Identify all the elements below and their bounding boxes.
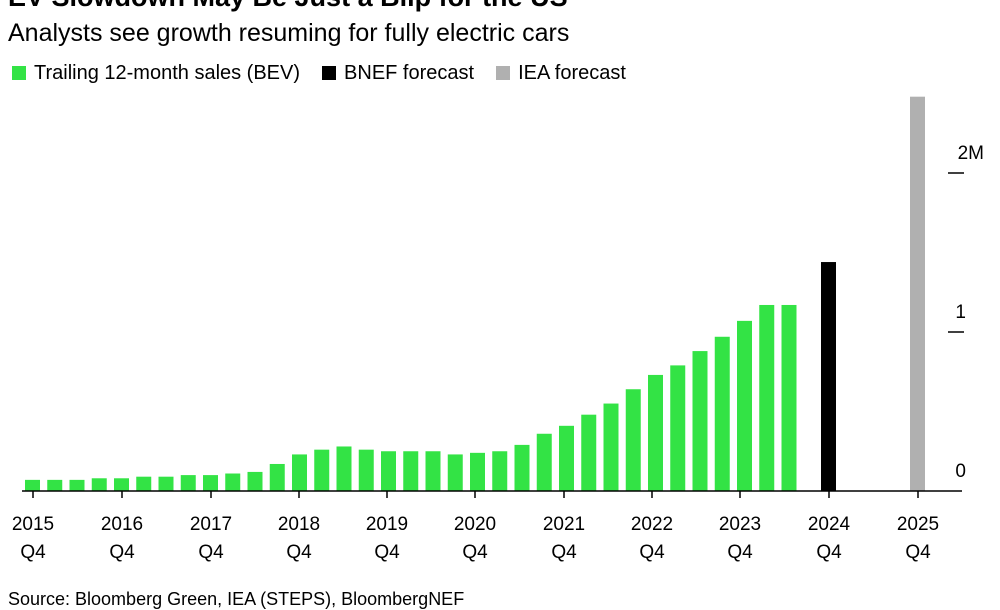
x-tick-label-quarter-8: Q4 xyxy=(727,542,753,563)
bar-iea-forecast xyxy=(910,96,925,492)
x-tick-label-quarter-4: Q4 xyxy=(374,542,400,563)
bar-bev-5 xyxy=(136,476,152,491)
y-tick-label-1: 1 xyxy=(955,302,966,323)
bar-bev-20 xyxy=(470,452,485,491)
bar-bev-29 xyxy=(670,365,686,491)
bar-bev-3 xyxy=(91,478,107,491)
bar-bev-1 xyxy=(47,479,63,491)
y-tick-label-2: 2M xyxy=(958,143,984,164)
bar-bev-9 xyxy=(225,473,241,491)
x-tick-label-year-10: 2025 xyxy=(897,514,939,535)
bar-bev-28 xyxy=(648,374,663,491)
bar-bev-11 xyxy=(269,463,285,491)
bar-bev-14 xyxy=(336,446,352,491)
legend-swatch-bev xyxy=(12,66,26,80)
x-tick-label-quarter-7: Q4 xyxy=(639,542,665,563)
bar-bev-6 xyxy=(158,476,174,491)
legend-label-bnef: BNEF forecast xyxy=(344,62,475,84)
x-tick-label-quarter-2: Q4 xyxy=(198,542,224,563)
x-tick-label-quarter-1: Q4 xyxy=(109,542,135,563)
x-tick-label-year-8: 2023 xyxy=(719,514,761,535)
bar-bnef-forecast xyxy=(821,262,836,491)
bar-bev-15 xyxy=(358,449,374,491)
bar-bev-33 xyxy=(759,304,775,491)
legend-swatch-bnef xyxy=(322,66,337,80)
bar-bev-32 xyxy=(737,320,752,491)
x-tick-label-quarter-5: Q4 xyxy=(462,542,488,563)
bar-bev-34 xyxy=(781,304,797,491)
bar-bev-10 xyxy=(247,471,263,491)
x-tick-label-year-5: 2020 xyxy=(454,514,496,535)
x-tick-label-quarter-0: Q4 xyxy=(20,542,46,563)
bar-bev-2 xyxy=(69,479,85,491)
chart-subtitle: Analysts see growth resuming for fully e… xyxy=(8,19,570,47)
x-tick-label-year-6: 2021 xyxy=(543,514,585,535)
x-tick-label-year-3: 2018 xyxy=(278,514,320,535)
x-tick-label-year-1: 2016 xyxy=(101,514,143,535)
bar-bev-25 xyxy=(581,414,597,491)
legend-label-iea: IEA forecast xyxy=(518,62,626,84)
x-tick-label-quarter-10: Q4 xyxy=(905,542,931,563)
bar-bev-27 xyxy=(625,389,641,491)
source-note: Source: Bloomberg Green, IEA (STEPS), Bl… xyxy=(8,589,465,609)
x-tick-label-year-4: 2019 xyxy=(366,514,408,535)
legend-swatch-iea xyxy=(496,66,511,80)
legend-item-bnef: BNEF forecast xyxy=(322,60,474,86)
bar-bev-12 xyxy=(292,454,307,491)
bar-bev-16 xyxy=(381,451,396,491)
bar-bev-4 xyxy=(114,478,129,491)
bar-bev-31 xyxy=(714,336,730,491)
x-tick-label-year-9: 2024 xyxy=(808,514,851,535)
bar-bev-22 xyxy=(514,444,530,491)
bar-bev-18 xyxy=(425,451,441,491)
x-tick-label-quarter-3: Q4 xyxy=(286,542,312,563)
bar-bev-21 xyxy=(492,451,508,491)
x-tick-label-quarter-6: Q4 xyxy=(551,542,577,563)
legend-label-bev: Trailing 12-month sales (BEV) xyxy=(34,62,301,84)
bar-bev-24 xyxy=(559,425,574,491)
x-tick-label-year-0: 2015 xyxy=(12,514,54,535)
bar-bev-19 xyxy=(447,454,463,491)
bar-bev-13 xyxy=(314,449,330,491)
x-tick-label-quarter-9: Q4 xyxy=(816,542,842,563)
x-tick-label-year-2: 2017 xyxy=(190,514,232,535)
y-tick-label-0: 0 xyxy=(955,461,966,482)
bar-bev-23 xyxy=(536,433,552,491)
bar-bev-7 xyxy=(180,475,196,491)
bar-bev-26 xyxy=(603,403,619,491)
bar-bev-8 xyxy=(203,475,218,491)
bar-bev-17 xyxy=(403,451,419,491)
chart-legend: Trailing 12-month sales (BEV) BNEF forec… xyxy=(12,60,648,86)
legend-item-bev: Trailing 12-month sales (BEV) xyxy=(12,60,300,86)
x-tick-label-year-7: 2022 xyxy=(631,514,673,535)
chart-title: EV Slowdown May Be Just a Blip for the U… xyxy=(8,0,568,12)
bar-bev-0 xyxy=(25,479,40,491)
legend-item-iea: IEA forecast xyxy=(496,60,626,86)
bar-bev-30 xyxy=(692,351,708,491)
